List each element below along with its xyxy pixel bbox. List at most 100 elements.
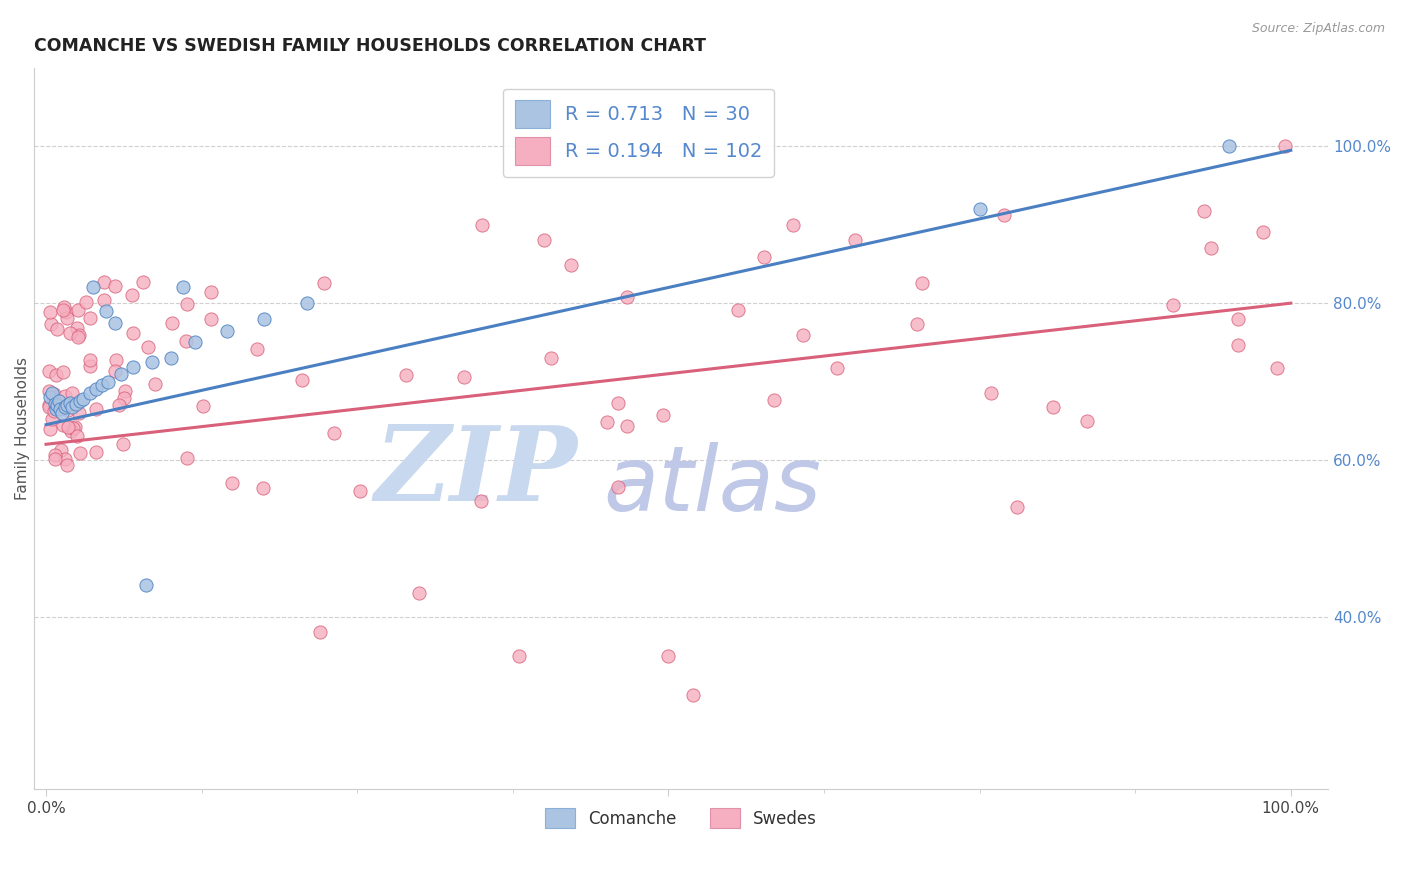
Point (42, 392, 65, 406)
Point (41, 412, 63, 426)
Point (44, 387, 66, 401)
Point (1265, 361, 1288, 376)
Point (60, 424, 83, 438)
Point (44, 396, 66, 410)
Point (508, 648, 530, 663)
Point (38, 398, 60, 412)
Point (38, 400, 60, 414)
Point (59, 326, 82, 341)
Point (533, 234, 555, 248)
Point (200, 285, 222, 300)
Point (309, 625, 332, 640)
Point (471, 218, 494, 232)
Point (60, 386, 83, 401)
Point (1253, 225, 1275, 239)
Point (52, 300, 75, 314)
Point (48, 402, 70, 417)
Point (66, 329, 89, 343)
Point (1076, 414, 1098, 428)
Point (38, 390, 60, 404)
Point (44, 451, 66, 466)
Point (103, 316, 125, 330)
Point (136, 339, 159, 353)
Point (93, 275, 115, 289)
Point (41, 386, 63, 401)
Point (616, 418, 638, 433)
Point (453, 370, 475, 384)
Point (993, 209, 1015, 223)
Point (84, 445, 107, 459)
Point (253, 311, 276, 326)
Point (103, 279, 125, 293)
Point (44, 403, 66, 417)
Point (727, 302, 749, 317)
Point (56, 458, 79, 473)
Point (314, 276, 336, 290)
Point (980, 385, 1002, 400)
Point (79, 359, 101, 373)
Point (969, 202, 991, 216)
Point (52, 365, 75, 379)
Point (596, 416, 619, 430)
Point (560, 258, 582, 272)
Point (176, 450, 198, 465)
Point (408, 586, 430, 600)
Point (1274, 139, 1296, 153)
Legend: Comanche, Swedes: Comanche, Swedes (538, 801, 824, 835)
Point (215, 324, 238, 338)
Point (1227, 311, 1250, 326)
Point (349, 484, 371, 499)
Point (51, 302, 73, 317)
Point (75, 294, 97, 309)
Point (51, 406, 73, 420)
Point (844, 234, 866, 248)
Point (45, 322, 67, 336)
Point (39, 422, 62, 436)
Point (911, 277, 934, 291)
Text: atlas: atlas (603, 442, 821, 530)
Point (1042, 401, 1064, 415)
Point (55, 452, 77, 467)
Point (67, 327, 90, 342)
Point (53, 400, 76, 414)
Point (65, 396, 87, 410)
Point (540, 351, 562, 365)
Point (607, 480, 630, 494)
Point (782, 218, 804, 232)
Point (1227, 338, 1250, 352)
Point (114, 384, 136, 398)
Point (395, 368, 418, 383)
Point (112, 437, 135, 451)
Point (48, 394, 70, 409)
Point (297, 296, 319, 310)
Point (606, 396, 628, 410)
Point (193, 400, 215, 414)
Point (323, 426, 346, 441)
Point (1005, 500, 1028, 514)
Point (905, 317, 928, 331)
Point (79, 353, 101, 368)
Point (62, 421, 84, 435)
Point (252, 482, 274, 496)
Point (122, 326, 145, 340)
Point (51, 443, 73, 458)
Point (58, 419, 80, 434)
Point (121, 287, 143, 301)
Point (291, 373, 314, 387)
Point (184, 335, 207, 350)
Point (200, 312, 222, 326)
Point (94, 304, 117, 318)
Point (55, 305, 77, 319)
Point (82, 280, 104, 294)
Point (84, 383, 107, 397)
Point (44, 448, 66, 462)
Point (104, 364, 127, 378)
Point (159, 351, 181, 365)
Point (52, 417, 75, 432)
Point (682, 688, 704, 702)
Point (84, 402, 107, 417)
Point (122, 360, 145, 375)
Point (38, 364, 60, 378)
Point (108, 398, 131, 412)
Point (246, 342, 269, 356)
